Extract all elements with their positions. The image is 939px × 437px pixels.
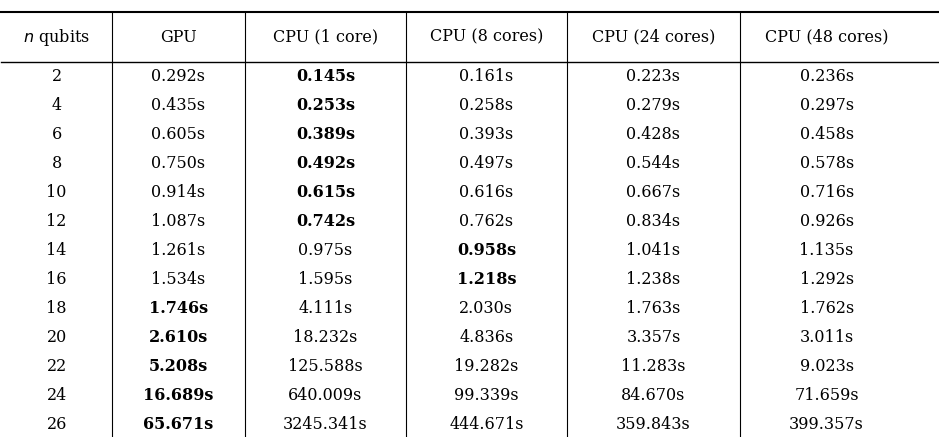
Text: 99.339s: 99.339s <box>454 388 518 404</box>
Text: 6: 6 <box>52 126 62 143</box>
Text: 0.389s: 0.389s <box>296 126 355 143</box>
Text: 0.297s: 0.297s <box>800 97 854 114</box>
Text: 20: 20 <box>47 329 67 347</box>
Text: 10: 10 <box>46 184 67 201</box>
Text: 0.253s: 0.253s <box>296 97 355 114</box>
Text: 18.232s: 18.232s <box>293 329 358 347</box>
Text: 4: 4 <box>52 97 62 114</box>
Text: 1.135s: 1.135s <box>799 242 854 259</box>
Text: 0.161s: 0.161s <box>459 68 514 85</box>
Text: 1.763s: 1.763s <box>626 300 681 317</box>
Text: 12: 12 <box>46 213 67 230</box>
Text: 4.111s: 4.111s <box>299 300 352 317</box>
Text: 1.238s: 1.238s <box>626 271 681 288</box>
Text: CPU (24 cores): CPU (24 cores) <box>592 29 716 45</box>
Text: CPU (48 cores): CPU (48 cores) <box>765 29 888 45</box>
Text: 16: 16 <box>46 271 67 288</box>
Text: 0.762s: 0.762s <box>459 213 514 230</box>
Text: 14: 14 <box>46 242 67 259</box>
Text: 0.393s: 0.393s <box>459 126 514 143</box>
Text: 26: 26 <box>46 416 67 434</box>
Text: 0.615s: 0.615s <box>296 184 355 201</box>
Text: 18: 18 <box>46 300 67 317</box>
Text: 0.605s: 0.605s <box>151 126 206 143</box>
Text: 0.258s: 0.258s <box>459 97 514 114</box>
Text: 640.009s: 640.009s <box>288 388 362 404</box>
Text: 3.357s: 3.357s <box>626 329 681 347</box>
Text: 8: 8 <box>52 155 62 172</box>
Text: 0.497s: 0.497s <box>459 155 514 172</box>
Text: 125.588s: 125.588s <box>288 358 362 375</box>
Text: 0.428s: 0.428s <box>626 126 681 143</box>
Text: 0.926s: 0.926s <box>800 213 854 230</box>
Text: 0.975s: 0.975s <box>299 242 352 259</box>
Text: 84.670s: 84.670s <box>622 388 685 404</box>
Text: 444.671s: 444.671s <box>449 416 524 434</box>
Text: 0.616s: 0.616s <box>459 184 514 201</box>
Text: 9.023s: 9.023s <box>800 358 854 375</box>
Text: 1.218s: 1.218s <box>456 271 516 288</box>
Text: 3.011s: 3.011s <box>799 329 854 347</box>
Text: 24: 24 <box>47 388 67 404</box>
Text: 1.534s: 1.534s <box>151 271 206 288</box>
Text: 2: 2 <box>52 68 62 85</box>
Text: 0.578s: 0.578s <box>799 155 854 172</box>
Text: 65.671s: 65.671s <box>144 416 213 434</box>
Text: 0.716s: 0.716s <box>799 184 854 201</box>
Text: 71.659s: 71.659s <box>794 388 859 404</box>
Text: 0.667s: 0.667s <box>626 184 681 201</box>
Text: 0.914s: 0.914s <box>151 184 206 201</box>
Text: 1.762s: 1.762s <box>799 300 854 317</box>
Text: 0.958s: 0.958s <box>456 242 516 259</box>
Text: 0.236s: 0.236s <box>800 68 854 85</box>
Text: 0.435s: 0.435s <box>151 97 206 114</box>
Text: 0.223s: 0.223s <box>626 68 681 85</box>
Text: 399.357s: 399.357s <box>790 416 864 434</box>
Text: 11.283s: 11.283s <box>622 358 685 375</box>
Text: 5.208s: 5.208s <box>148 358 208 375</box>
Text: 2.030s: 2.030s <box>459 300 514 317</box>
Text: 359.843s: 359.843s <box>616 416 691 434</box>
Text: 0.458s: 0.458s <box>800 126 854 143</box>
Text: 22: 22 <box>47 358 67 375</box>
Text: CPU (8 cores): CPU (8 cores) <box>430 29 543 45</box>
Text: 1.087s: 1.087s <box>151 213 206 230</box>
Text: 2.610s: 2.610s <box>148 329 208 347</box>
Text: 0.834s: 0.834s <box>626 213 681 230</box>
Text: 0.750s: 0.750s <box>151 155 206 172</box>
Text: 3245.341s: 3245.341s <box>283 416 368 434</box>
Text: 1.292s: 1.292s <box>800 271 854 288</box>
Text: CPU (1 core): CPU (1 core) <box>272 29 377 45</box>
Text: 0.279s: 0.279s <box>626 97 681 114</box>
Text: 0.492s: 0.492s <box>296 155 355 172</box>
Text: GPU: GPU <box>160 29 196 45</box>
Text: $n$ qubits: $n$ qubits <box>23 27 90 48</box>
Text: 16.689s: 16.689s <box>143 388 213 404</box>
Text: 19.282s: 19.282s <box>454 358 518 375</box>
Text: 0.292s: 0.292s <box>151 68 206 85</box>
Text: 1.041s: 1.041s <box>626 242 681 259</box>
Text: 0.544s: 0.544s <box>626 155 681 172</box>
Text: 0.145s: 0.145s <box>296 68 355 85</box>
Text: 0.742s: 0.742s <box>296 213 355 230</box>
Text: 4.836s: 4.836s <box>459 329 514 347</box>
Text: 1.595s: 1.595s <box>299 271 352 288</box>
Text: 1.261s: 1.261s <box>151 242 206 259</box>
Text: 1.746s: 1.746s <box>148 300 208 317</box>
